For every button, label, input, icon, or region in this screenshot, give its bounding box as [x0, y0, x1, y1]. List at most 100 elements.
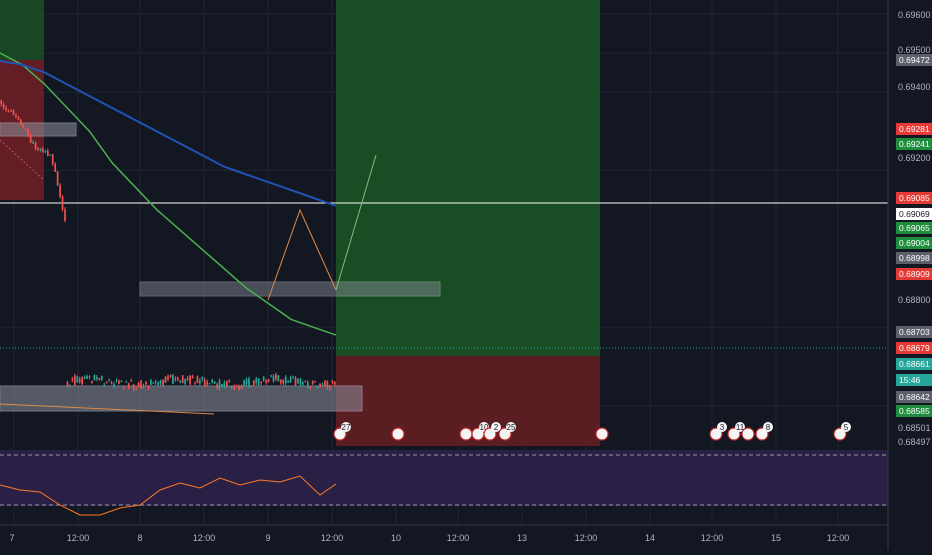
candle-body	[145, 382, 147, 384]
event-count: 8	[766, 423, 771, 432]
event-count: 27	[342, 423, 351, 432]
candle-body	[319, 384, 321, 388]
time-tick-label: 12:00	[321, 533, 344, 543]
candle-body	[30, 135, 32, 143]
candle-body	[91, 381, 93, 383]
price-badge-label: 0.69281	[899, 124, 930, 134]
candle-body	[0, 100, 2, 104]
candle-body	[248, 378, 250, 386]
candle-body	[89, 376, 91, 377]
event-flag-icon	[460, 428, 472, 440]
candle-body	[246, 379, 248, 384]
price-tick-label: 0.69500	[898, 45, 931, 55]
event-flag-icon	[596, 428, 608, 440]
candle-body	[219, 380, 221, 388]
event-count: 5	[844, 423, 849, 432]
economic-event-marker[interactable]	[742, 428, 754, 440]
candle-body	[59, 185, 61, 196]
candle-body	[111, 383, 113, 385]
price-badge: 0.68703	[896, 326, 932, 338]
candle-body	[155, 382, 157, 383]
candle-body	[251, 385, 253, 386]
economic-event-marker[interactable]	[460, 428, 472, 440]
price-badge-label: 0.69472	[899, 55, 930, 65]
candle-body	[57, 172, 59, 185]
candle-body	[206, 382, 208, 385]
candle-body	[265, 380, 267, 382]
candle-body	[253, 380, 255, 384]
candle-body	[331, 381, 333, 382]
time-tick-label: 13	[517, 533, 527, 543]
candle-body	[5, 108, 7, 110]
candle-body	[236, 386, 238, 387]
price-badge-label: 0.69085	[899, 193, 930, 203]
time-tick-label: 12:00	[447, 533, 470, 543]
candle-body	[285, 377, 287, 384]
event-flag-icon	[392, 428, 404, 440]
candle-body	[42, 149, 44, 152]
event-count: 3	[720, 423, 725, 432]
economic-event-marker[interactable]	[392, 428, 404, 440]
price-badge-label: 0.69241	[899, 139, 930, 149]
price-badge: 0.69085	[896, 192, 932, 204]
economic-event-marker[interactable]	[596, 428, 608, 440]
candle-body	[150, 379, 152, 385]
candle-body	[3, 104, 5, 107]
candle-body	[290, 377, 292, 382]
candle-body	[209, 383, 211, 384]
support-box	[0, 386, 362, 411]
candle-body	[22, 124, 24, 127]
candle-body	[143, 386, 145, 387]
candle-body	[103, 384, 105, 385]
candle-body	[86, 376, 88, 379]
candle-body	[238, 386, 240, 389]
candle-body	[287, 381, 289, 383]
price-badge-label: 0.68642	[899, 392, 930, 402]
time-tick-label: 8	[137, 533, 142, 543]
price-badge-label: 0.68679	[899, 343, 930, 353]
price-tick-label: 0.68501	[898, 423, 931, 433]
candle-body	[101, 376, 103, 379]
candle-body	[130, 380, 132, 381]
price-badge: 0.69069	[896, 208, 932, 220]
candle-body	[282, 380, 284, 384]
candle-body	[98, 378, 100, 380]
price-badge: 0.69004	[896, 237, 932, 249]
candle-body	[123, 387, 125, 388]
price-tick-label: 0.68497	[898, 437, 931, 447]
candle-body	[40, 149, 42, 150]
price-badge: 0.69281	[896, 123, 932, 135]
candle-body	[35, 143, 37, 149]
candle-body	[49, 155, 51, 156]
candle-body	[300, 379, 302, 385]
candle-body	[148, 387, 150, 388]
time-tick-label: 12:00	[67, 533, 90, 543]
candle-body	[182, 375, 184, 383]
time-tick-label: 14	[645, 533, 655, 543]
price-tick-label: 0.68800	[898, 295, 931, 305]
candle-body	[199, 380, 201, 383]
candle-body	[275, 374, 277, 379]
candle-body	[273, 376, 275, 381]
candle-body	[94, 375, 96, 380]
price-badge: 0.68585	[896, 405, 932, 417]
long-target-zone	[336, 0, 600, 356]
candle-body	[314, 382, 316, 383]
candle-body	[201, 377, 203, 379]
candle-body	[13, 111, 15, 115]
candle-body	[309, 386, 311, 388]
candle-body	[302, 382, 304, 384]
candle-body	[327, 381, 329, 388]
candle-body	[211, 380, 213, 383]
candle-body	[67, 382, 69, 387]
candle-body	[295, 378, 297, 385]
candle-body	[8, 110, 10, 111]
candle-body	[62, 196, 64, 209]
candle-body	[52, 155, 54, 164]
candle-body	[197, 376, 199, 383]
candle-body	[84, 377, 86, 379]
candle-body	[174, 378, 176, 379]
candle-body	[221, 384, 223, 387]
